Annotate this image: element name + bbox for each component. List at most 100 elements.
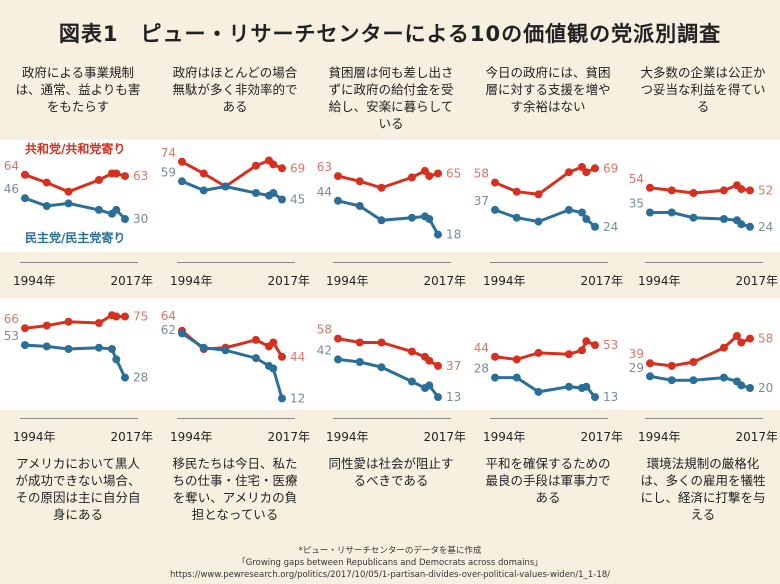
data-point [269,160,278,169]
axis-line [177,418,295,419]
x-tick-label: 2017年 [423,430,466,444]
data-point [355,177,364,186]
data-point [591,164,599,173]
data-point [689,358,698,366]
data-point [251,354,260,363]
data-point [577,208,586,217]
data-point [746,222,754,231]
footer-source: 「Growing gaps between Republicans and De… [237,558,543,568]
data-point [425,356,434,365]
end-value-label: 24 [603,220,618,234]
start-value-label: 29 [629,361,644,375]
x-axis-labels: 1994年 2017年 [483,272,623,289]
series-line [649,333,751,368]
x-tick-label: 1994年 [483,274,526,288]
data-point [719,215,728,223]
data-point [512,373,521,382]
x-axis-labels: 1994年 2017年 [326,272,466,289]
x-tick-label: 2017年 [110,274,153,288]
data-point [646,208,654,217]
data-point [94,343,103,352]
end-value-label: 30 [133,212,148,226]
data-point [407,213,416,222]
x-tick-label: 1994年 [13,274,56,288]
data-point [64,187,73,196]
data-point [646,372,654,381]
data-point [434,169,442,178]
data-point [278,195,286,204]
start-value-label: 35 [629,197,644,211]
x-tick-label: 2017年 [267,430,310,444]
start-value-label: 64 [161,309,176,323]
data-point [334,196,342,205]
end-value-label: 12 [290,391,305,405]
end-value-label: 18 [446,228,461,242]
start-value-label: 63 [317,160,332,174]
data-point [737,381,746,390]
data-point [534,387,543,396]
axis-line [490,262,608,263]
data-point [377,363,386,372]
footer: *ピュー・リサーチセンターのデータを基に作成 「Growing gaps bet… [0,545,780,581]
data-point [21,194,29,203]
data-point [737,185,746,194]
start-value-label: 28 [474,362,489,376]
data-point [42,321,51,330]
series-line [181,158,283,189]
axis-line [490,418,608,419]
data-point [94,205,103,214]
panel-description: 貧困層は何も差し出さずに政府の給付金を受給し、安楽に暮らしている [328,65,454,131]
data-point [178,157,186,166]
panel-description: 移民たちは今日、私たちの仕事・住宅・医療を奪い、アメリカの負担となっている [172,456,298,522]
data-point [434,230,442,239]
data-point [689,189,698,197]
data-point [491,352,499,361]
chart-title: 図表1 ピュー・リサーチセンターによる10の価値観の党派別調査 [58,22,722,46]
start-value-label: 42 [317,343,332,357]
data-point [746,186,754,195]
start-value-label: 66 [4,312,19,326]
data-point [278,394,286,403]
data-point [491,373,499,382]
data-point [42,178,51,187]
data-point [355,358,364,366]
start-value-label: 59 [161,165,176,179]
chart-band-top [0,140,780,252]
end-value-label: 13 [446,390,461,404]
axis-line [645,262,763,263]
panel-description: 平和を確保するための最良の手段は軍事力である [485,456,611,505]
data-point [42,202,51,210]
data-point [112,355,121,364]
data-point [112,312,121,321]
data-point [64,345,73,353]
data-point [591,341,599,350]
data-point [269,364,278,373]
data-point [112,169,121,178]
data-point [278,352,286,361]
start-value-label: 58 [317,323,332,337]
start-value-label: 44 [474,341,489,355]
start-value-label: 53 [4,329,19,343]
data-point [278,164,286,173]
data-point [251,161,260,170]
footer-note: *ピュー・リサーチセンターのデータを基に作成 [298,546,482,556]
data-point [737,220,746,229]
data-point [42,342,51,351]
data-point [199,343,208,352]
x-axis-labels: 1994年 2017年 [326,428,466,445]
x-tick-label: 2017年 [580,430,623,444]
end-value-label: 28 [133,371,148,385]
data-point [667,186,676,195]
data-point [107,345,116,353]
data-point [667,361,676,370]
start-value-label: 74 [161,146,176,160]
data-point [564,168,573,177]
start-value-label: 39 [629,347,644,361]
data-point [64,199,73,208]
data-point [534,217,543,226]
start-value-label: 62 [161,323,176,337]
data-point [564,350,573,359]
start-value-label: 64 [4,159,19,173]
data-point [564,382,573,391]
data-point [512,213,521,222]
